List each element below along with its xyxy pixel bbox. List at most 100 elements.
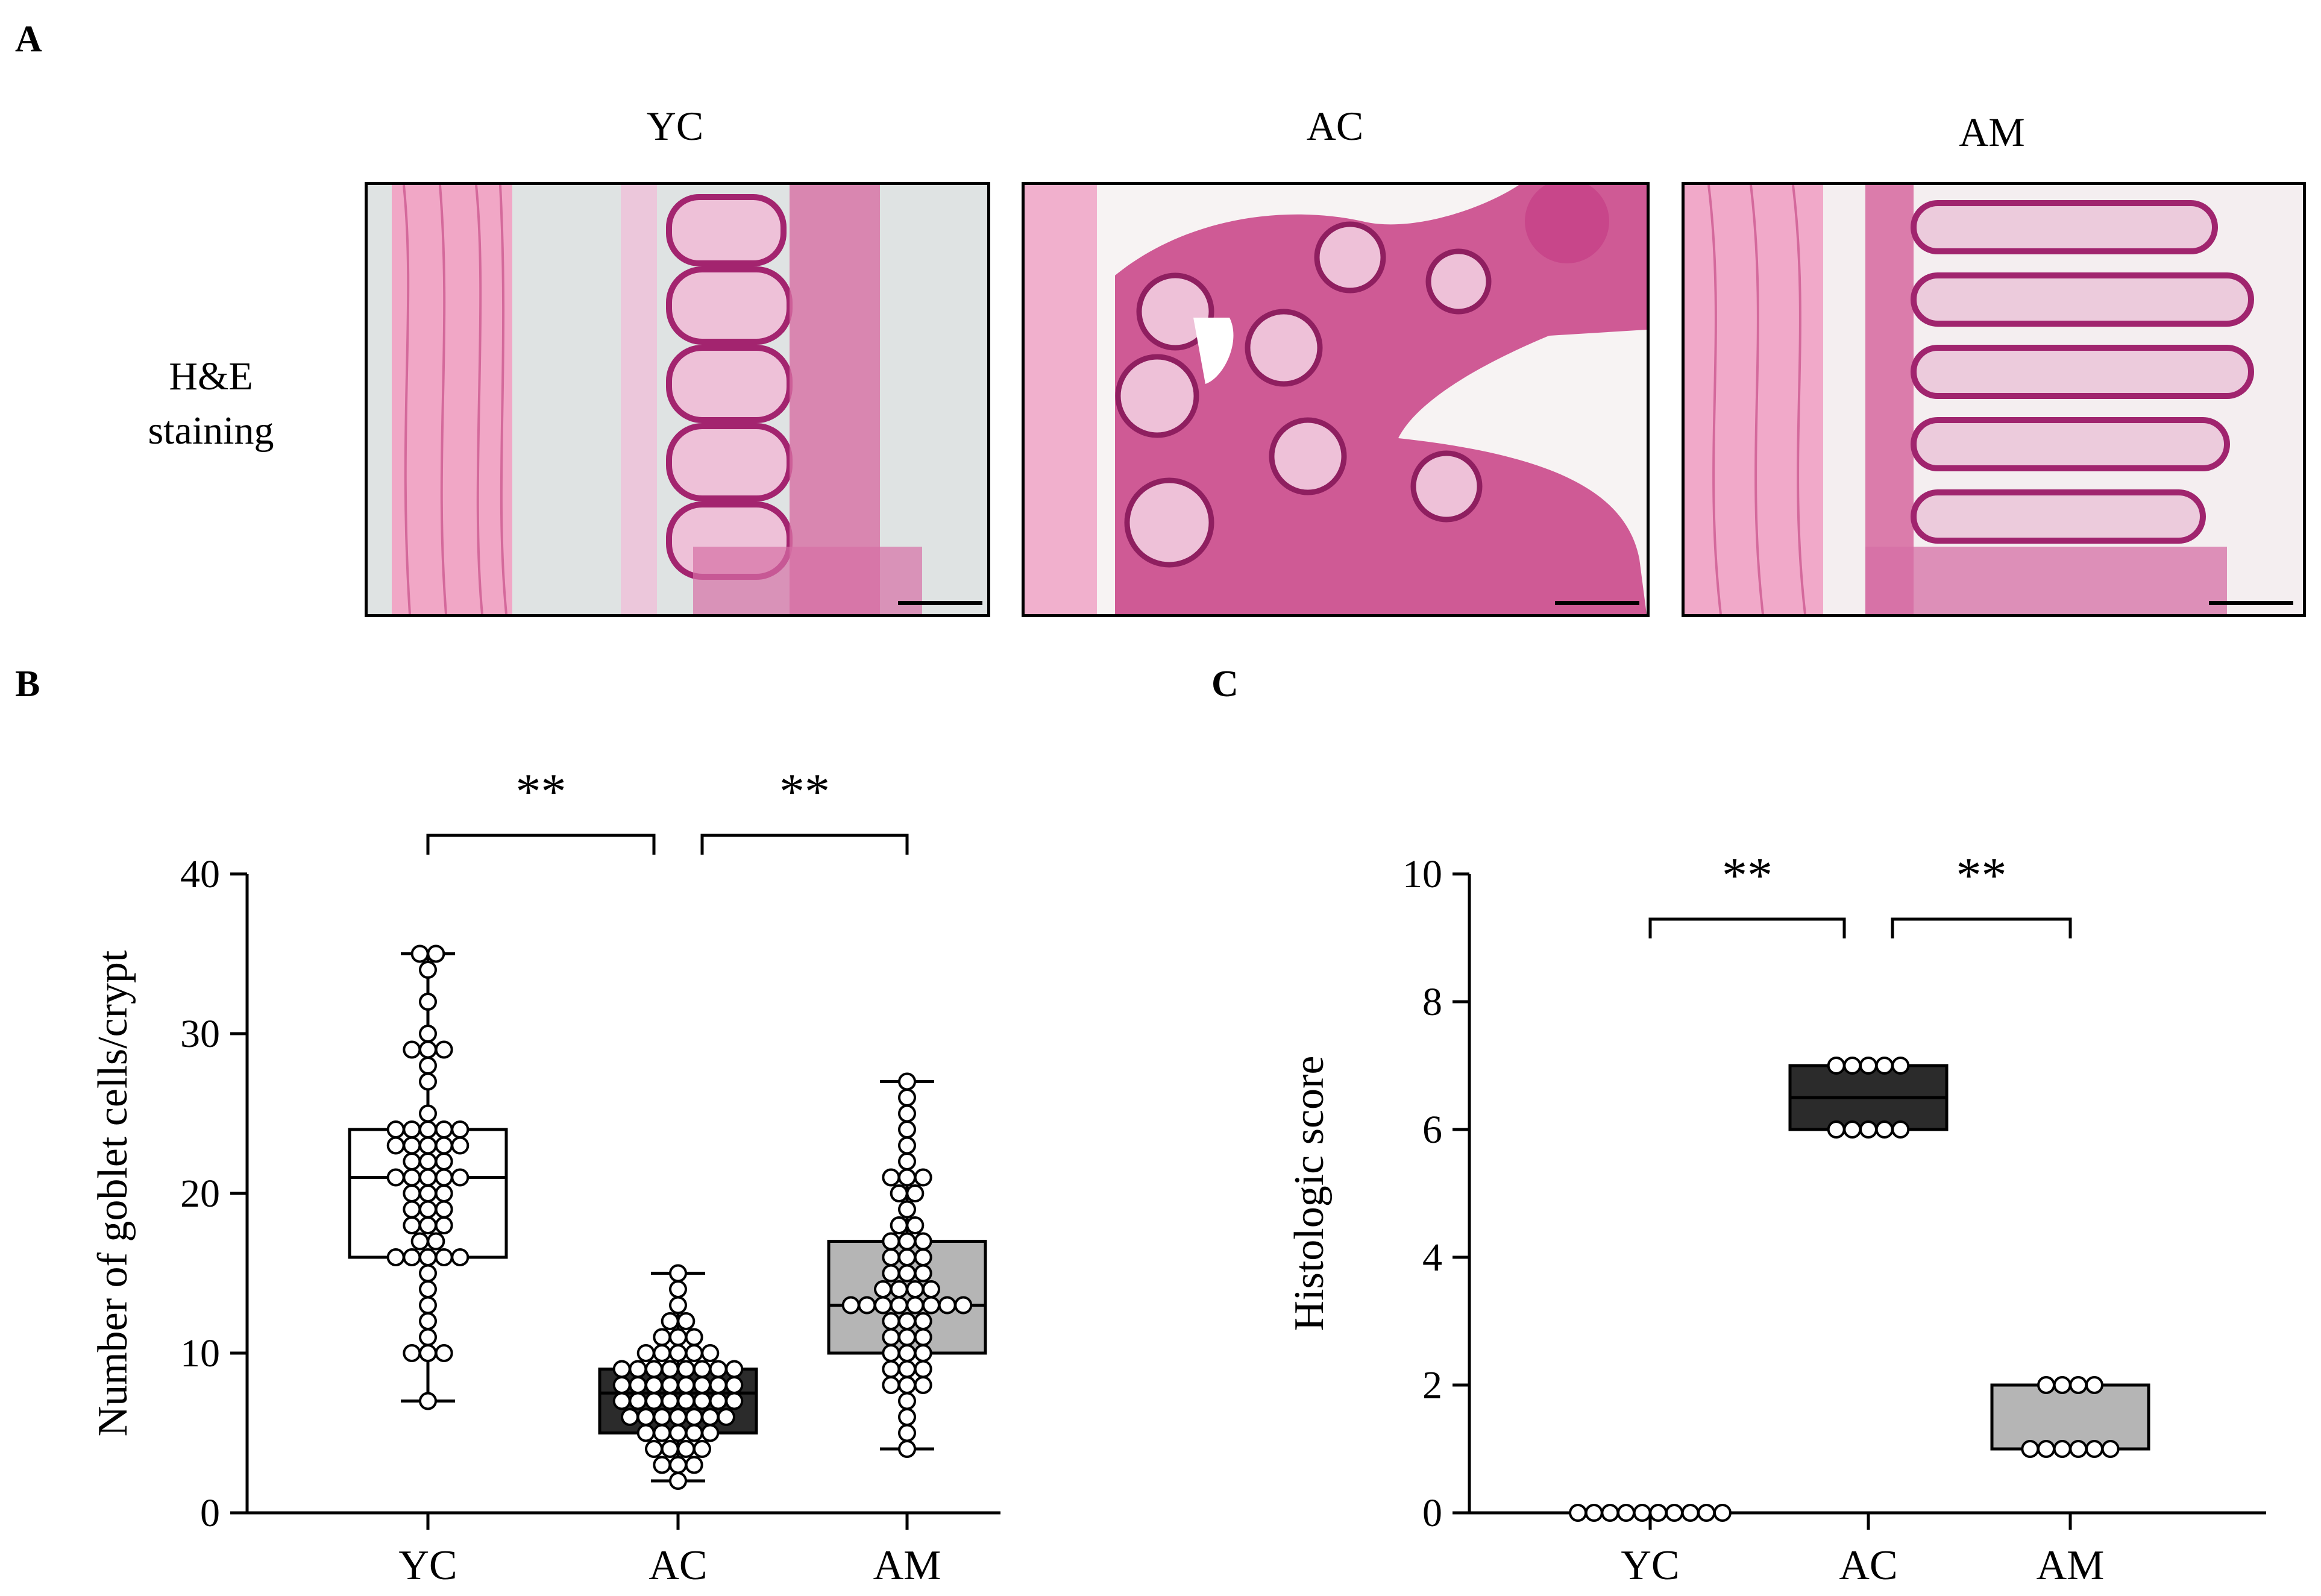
data-point	[645, 1360, 664, 1378]
data-point	[1875, 1120, 1894, 1139]
data-point	[1681, 1504, 1700, 1522]
data-point	[410, 944, 429, 963]
y-tick-label: 30	[180, 1012, 220, 1056]
data-point	[1891, 1120, 1910, 1139]
data-point	[922, 1280, 940, 1298]
data-point	[1827, 1120, 1845, 1139]
data-point	[2069, 1376, 2088, 1394]
data-point	[451, 1136, 470, 1155]
data-point	[685, 1328, 703, 1346]
data-point	[898, 1248, 916, 1266]
data-point	[701, 1408, 720, 1426]
data-point	[435, 1120, 453, 1139]
data-point	[898, 1120, 916, 1139]
significance-label: **	[516, 764, 567, 820]
data-point	[612, 1360, 631, 1378]
data-point	[1584, 1504, 1603, 1522]
data-point	[890, 1216, 908, 1234]
y-axis-label: Number of goblet cells/crypt	[90, 950, 136, 1436]
data-point	[419, 1280, 437, 1298]
data-point	[898, 1408, 916, 1426]
data-point	[882, 1168, 900, 1187]
data-point	[906, 1216, 925, 1234]
data-point	[914, 1328, 932, 1346]
data-point	[435, 1248, 453, 1266]
data-point	[669, 1472, 687, 1490]
data-point	[898, 1152, 916, 1170]
data-point	[906, 1280, 925, 1298]
data-point	[661, 1360, 679, 1378]
data-point	[419, 1120, 437, 1139]
data-point	[419, 1072, 437, 1091]
box-yc	[1569, 1504, 1732, 1522]
data-point	[882, 1328, 900, 1346]
data-point	[725, 1376, 744, 1394]
data-point	[645, 1440, 664, 1458]
data-point	[1617, 1504, 1636, 1522]
data-point	[403, 1168, 421, 1187]
micrograph-am	[1682, 182, 2306, 617]
box-am	[827, 1072, 987, 1458]
data-point	[882, 1376, 900, 1394]
data-point	[669, 1280, 687, 1298]
data-point	[882, 1360, 900, 1378]
box-am	[1990, 1376, 2150, 1458]
y-tick-label: 10	[180, 1331, 220, 1375]
data-point	[914, 1376, 932, 1394]
data-point	[451, 1248, 470, 1266]
data-point	[2053, 1376, 2071, 1394]
data-point	[693, 1360, 711, 1378]
image-title-yc: YC	[646, 103, 704, 149]
data-point	[906, 1296, 925, 1315]
data-point	[1601, 1504, 1619, 1522]
data-point	[435, 1040, 453, 1059]
panel-letter-c: C	[1211, 664, 1239, 705]
data-point	[669, 1408, 687, 1426]
significance-label: **	[1956, 847, 2007, 903]
data-point	[621, 1408, 639, 1426]
chart-c-histologic-score: 0 2 4 6 8 10 Histologic score YC AC AM ** **	[1286, 847, 2266, 1589]
data-point	[922, 1296, 940, 1315]
data-point	[2101, 1440, 2120, 1458]
data-point	[898, 1376, 916, 1394]
data-point	[882, 1312, 900, 1330]
data-point	[898, 1360, 916, 1378]
box-yc	[348, 944, 508, 1410]
box-ac	[1788, 1057, 1949, 1139]
significance-bracket	[426, 834, 656, 855]
x-tick-label: AC	[649, 1542, 707, 1589]
data-point	[403, 1120, 421, 1139]
data-point	[636, 1344, 655, 1362]
image-title-am: AM	[1959, 109, 2025, 155]
data-point	[419, 1184, 437, 1202]
data-point	[898, 1072, 916, 1091]
data-point	[1569, 1504, 1588, 1522]
data-point	[1859, 1057, 1877, 1075]
data-point	[685, 1424, 703, 1442]
data-point	[2037, 1376, 2056, 1394]
data-point	[419, 1392, 437, 1410]
data-point	[890, 1296, 908, 1315]
data-point	[410, 1232, 429, 1251]
row-label: H&E staining	[121, 350, 301, 458]
x-tick-label: AM	[873, 1542, 941, 1589]
data-point	[898, 1200, 916, 1219]
data-point	[419, 993, 437, 1011]
micrograph-yc-svg	[368, 185, 987, 614]
data-point	[419, 1264, 437, 1283]
data-point	[874, 1296, 893, 1315]
data-point	[419, 1152, 437, 1170]
y-tick-label: 20	[180, 1172, 220, 1216]
data-point	[403, 1040, 421, 1059]
data-point	[661, 1440, 679, 1458]
data-point	[882, 1232, 900, 1251]
box-iqr	[1990, 1383, 2150, 1451]
data-point	[2085, 1440, 2103, 1458]
data-point	[419, 1136, 437, 1155]
data-point	[419, 1057, 437, 1075]
row-label-line1: H&E	[169, 354, 253, 398]
data-point	[898, 1440, 916, 1458]
data-point	[725, 1392, 744, 1410]
micrograph-ac-svg	[1025, 185, 1647, 614]
data-point	[677, 1392, 696, 1410]
